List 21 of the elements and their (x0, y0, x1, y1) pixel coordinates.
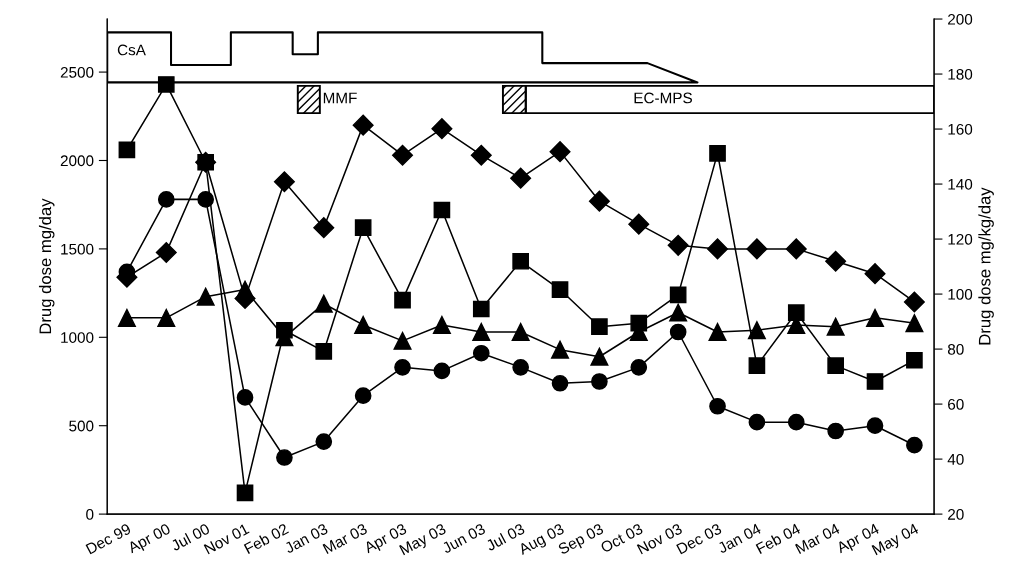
y2-tick-label: 40 (947, 453, 964, 465)
y2-tick-label: 20 (948, 508, 964, 520)
y2-tick-label: 140 (948, 178, 973, 190)
annotation: EC-MPS (634, 92, 692, 104)
y2-tick-label: 60 (948, 398, 964, 410)
y2-tick-label: 180 (948, 68, 973, 80)
annotation: MMF (323, 92, 357, 104)
y-tick-label: 2500 (60, 66, 94, 78)
y-tick-label: 1000 (61, 332, 94, 343)
y2-axis-title: Drug dose mg/kg/day (978, 187, 994, 345)
y2-tick-label: 200 (948, 13, 973, 25)
y-tick-label: 1500 (61, 243, 94, 255)
y2-tick-label: 120 (948, 233, 973, 245)
y2-tick-label: 160 (948, 123, 973, 135)
y-tick-label: 0 (86, 508, 94, 520)
y2-tick-label: 100 (948, 288, 973, 300)
annotation: CsA (117, 44, 146, 56)
y-axis-title: Drug dose mg/day (38, 198, 55, 334)
y2-tick-label: 80 (947, 343, 964, 355)
y-tick-label: 500 (69, 420, 94, 432)
y-tick-label: 2000 (60, 155, 94, 167)
